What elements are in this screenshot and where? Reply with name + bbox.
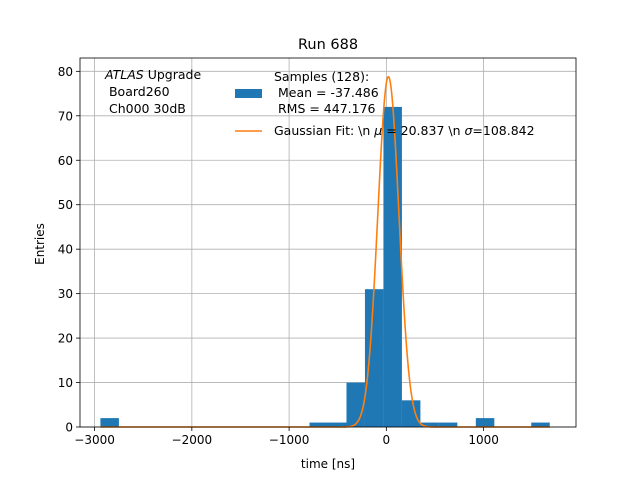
y-tick-label: 70 (58, 109, 73, 123)
axes-frame (79, 57, 577, 428)
legend-fit-suffix: =108.842 (472, 123, 534, 138)
chart-title: Run 688 (298, 37, 358, 53)
histogram-bar (100, 418, 119, 427)
legend: Samples (128): Mean = -37.486 RMS = 447.… (235, 69, 535, 138)
x-tick-label: −3000 (74, 433, 115, 447)
legend-fit-label: Gaussian Fit: \n μ = 20.837 \n σ=108.842 (274, 123, 535, 138)
histogram-bar (401, 400, 421, 427)
legend-samples-line-2: Mean = -37.486 (274, 85, 379, 100)
y-tick-label: 10 (58, 376, 73, 390)
x-tick-label: −2000 (172, 433, 213, 447)
histogram-bar (531, 422, 550, 427)
legend-samples-patch (235, 89, 262, 98)
legend-samples-line-1: Samples (128): (274, 69, 369, 84)
legend-fit-prefix: Gaussian Fit: \n (274, 123, 374, 138)
histogram-bars (100, 106, 550, 427)
histogram-bar (309, 422, 328, 427)
histogram-bar (346, 382, 365, 427)
y-tick-label: 80 (58, 65, 73, 79)
histogram-bar (420, 422, 439, 427)
y-tick-label: 0 (65, 421, 73, 435)
y-axis-label: Entries (33, 223, 47, 265)
histogram-bar (364, 289, 384, 427)
annotation-line-1: ATLAS Upgrade (104, 67, 201, 82)
y-tick-label: 60 (58, 154, 73, 168)
histogram-bar (438, 422, 458, 427)
x-tick-label: 0 (383, 433, 391, 447)
x-axis-ticks: −3000 −2000 −1000 0 1000 (74, 427, 499, 447)
y-axis-ticks: 0 10 20 30 40 50 60 70 80 (58, 65, 80, 435)
legend-fit-mid: = 20.837 \n (382, 123, 464, 138)
histogram-bar (328, 422, 347, 427)
grid (80, 58, 576, 428)
histogram-bar (383, 106, 402, 427)
annotation-italic: ATLAS (104, 67, 144, 82)
x-tick-label: 1000 (468, 433, 499, 447)
histogram-bar (475, 418, 495, 427)
annotation-line-2: Board260 (105, 84, 170, 99)
legend-samples-line-3: RMS = 447.176 (274, 101, 376, 116)
annotation-line-3: Ch000 30dB (105, 101, 186, 116)
y-tick-label: 50 (58, 198, 73, 212)
y-tick-label: 40 (58, 243, 73, 257)
x-axis-label: time [ns] (301, 457, 355, 471)
y-tick-label: 20 (58, 332, 73, 346)
y-tick-label: 30 (58, 287, 73, 301)
annotation-rest: Upgrade (144, 67, 202, 82)
x-tick-label: −1000 (269, 433, 310, 447)
atlas-annotation: ATLAS Upgrade Board260 Ch000 30dB (104, 67, 201, 116)
legend-fit-sigma: σ (464, 123, 473, 138)
legend-fit-mu: μ (373, 123, 382, 138)
